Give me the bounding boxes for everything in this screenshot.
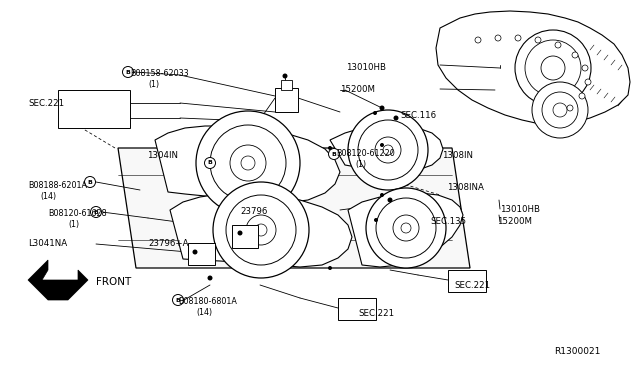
Text: (14): (14) [40,192,56,201]
Circle shape [373,111,377,115]
Circle shape [282,74,287,78]
Circle shape [376,198,436,258]
Circle shape [328,148,339,160]
Circle shape [328,146,332,150]
Circle shape [358,120,418,180]
Circle shape [380,106,385,110]
Circle shape [394,115,399,121]
Text: 1308INA: 1308INA [447,183,484,192]
Circle shape [585,79,591,85]
Circle shape [541,56,565,80]
Text: B: B [88,180,92,185]
Text: B08158-62033: B08158-62033 [130,68,189,77]
Text: SEC.221: SEC.221 [454,282,490,291]
Text: B: B [125,70,131,74]
Text: FRONT: FRONT [96,277,131,287]
Circle shape [572,52,578,58]
Text: 23796: 23796 [240,208,268,217]
Circle shape [532,82,588,138]
Bar [338,298,376,320]
Text: 15200M: 15200M [497,218,532,227]
Circle shape [393,215,419,241]
Text: L3041NA: L3041NA [28,240,67,248]
Circle shape [380,193,384,197]
Circle shape [205,157,216,169]
Circle shape [387,198,392,202]
Text: (14): (14) [196,308,212,317]
Text: 13010HB: 13010HB [500,205,540,214]
Polygon shape [436,11,630,125]
Circle shape [241,156,255,170]
Circle shape [122,67,134,77]
Text: B08180-6801A: B08180-6801A [178,298,237,307]
Polygon shape [155,126,340,203]
Text: 15200M: 15200M [340,86,375,94]
Text: SEC.116: SEC.116 [400,112,436,121]
Polygon shape [170,193,352,267]
Text: (1): (1) [355,160,366,170]
Polygon shape [348,193,463,267]
Text: B08188-6201A: B08188-6201A [28,180,87,189]
Text: 1304IN: 1304IN [147,151,178,160]
Circle shape [567,105,573,111]
Circle shape [374,218,378,222]
Text: 1308IN: 1308IN [442,151,473,160]
Circle shape [207,276,212,280]
Circle shape [366,188,446,268]
Polygon shape [118,148,470,268]
Text: B08120-61628: B08120-61628 [48,208,107,218]
Circle shape [553,103,567,117]
Circle shape [542,92,578,128]
Text: B08120-61220: B08120-61220 [336,150,395,158]
Circle shape [401,223,411,233]
Circle shape [246,215,276,245]
Text: SEC.221: SEC.221 [358,308,394,317]
Bar [188,243,215,265]
Polygon shape [28,260,88,300]
Text: B: B [93,209,99,215]
Circle shape [90,206,102,218]
Circle shape [210,125,286,201]
Text: SEC.135: SEC.135 [430,218,466,227]
Polygon shape [330,126,443,172]
Circle shape [380,143,384,147]
Circle shape [237,231,243,235]
Text: (1): (1) [148,80,159,89]
Text: B: B [175,298,180,302]
Bar [448,270,486,292]
Circle shape [475,37,481,43]
Polygon shape [118,148,470,240]
Text: SEC.221: SEC.221 [28,99,64,108]
Text: 23796+A: 23796+A [148,240,189,248]
Text: 13010HB: 13010HB [346,64,386,73]
Text: B: B [332,151,337,157]
Text: R1300021: R1300021 [554,347,600,356]
Text: (1): (1) [68,219,79,228]
Bar [58,90,130,128]
Circle shape [582,65,588,71]
Circle shape [196,111,300,215]
Circle shape [328,266,332,270]
Circle shape [515,35,521,41]
Text: B: B [207,160,212,166]
Circle shape [173,295,184,305]
Circle shape [515,30,591,106]
Bar [232,225,258,248]
Circle shape [579,93,585,99]
Circle shape [193,250,198,254]
Circle shape [230,145,266,181]
Circle shape [525,40,581,96]
Circle shape [213,182,309,278]
Circle shape [383,145,393,155]
Bar [281,80,292,90]
Circle shape [555,42,561,48]
Bar [275,88,298,112]
Circle shape [375,137,401,163]
Circle shape [84,176,95,187]
Circle shape [255,224,267,236]
Circle shape [535,37,541,43]
Circle shape [495,35,501,41]
Circle shape [348,110,428,190]
Circle shape [226,195,296,265]
